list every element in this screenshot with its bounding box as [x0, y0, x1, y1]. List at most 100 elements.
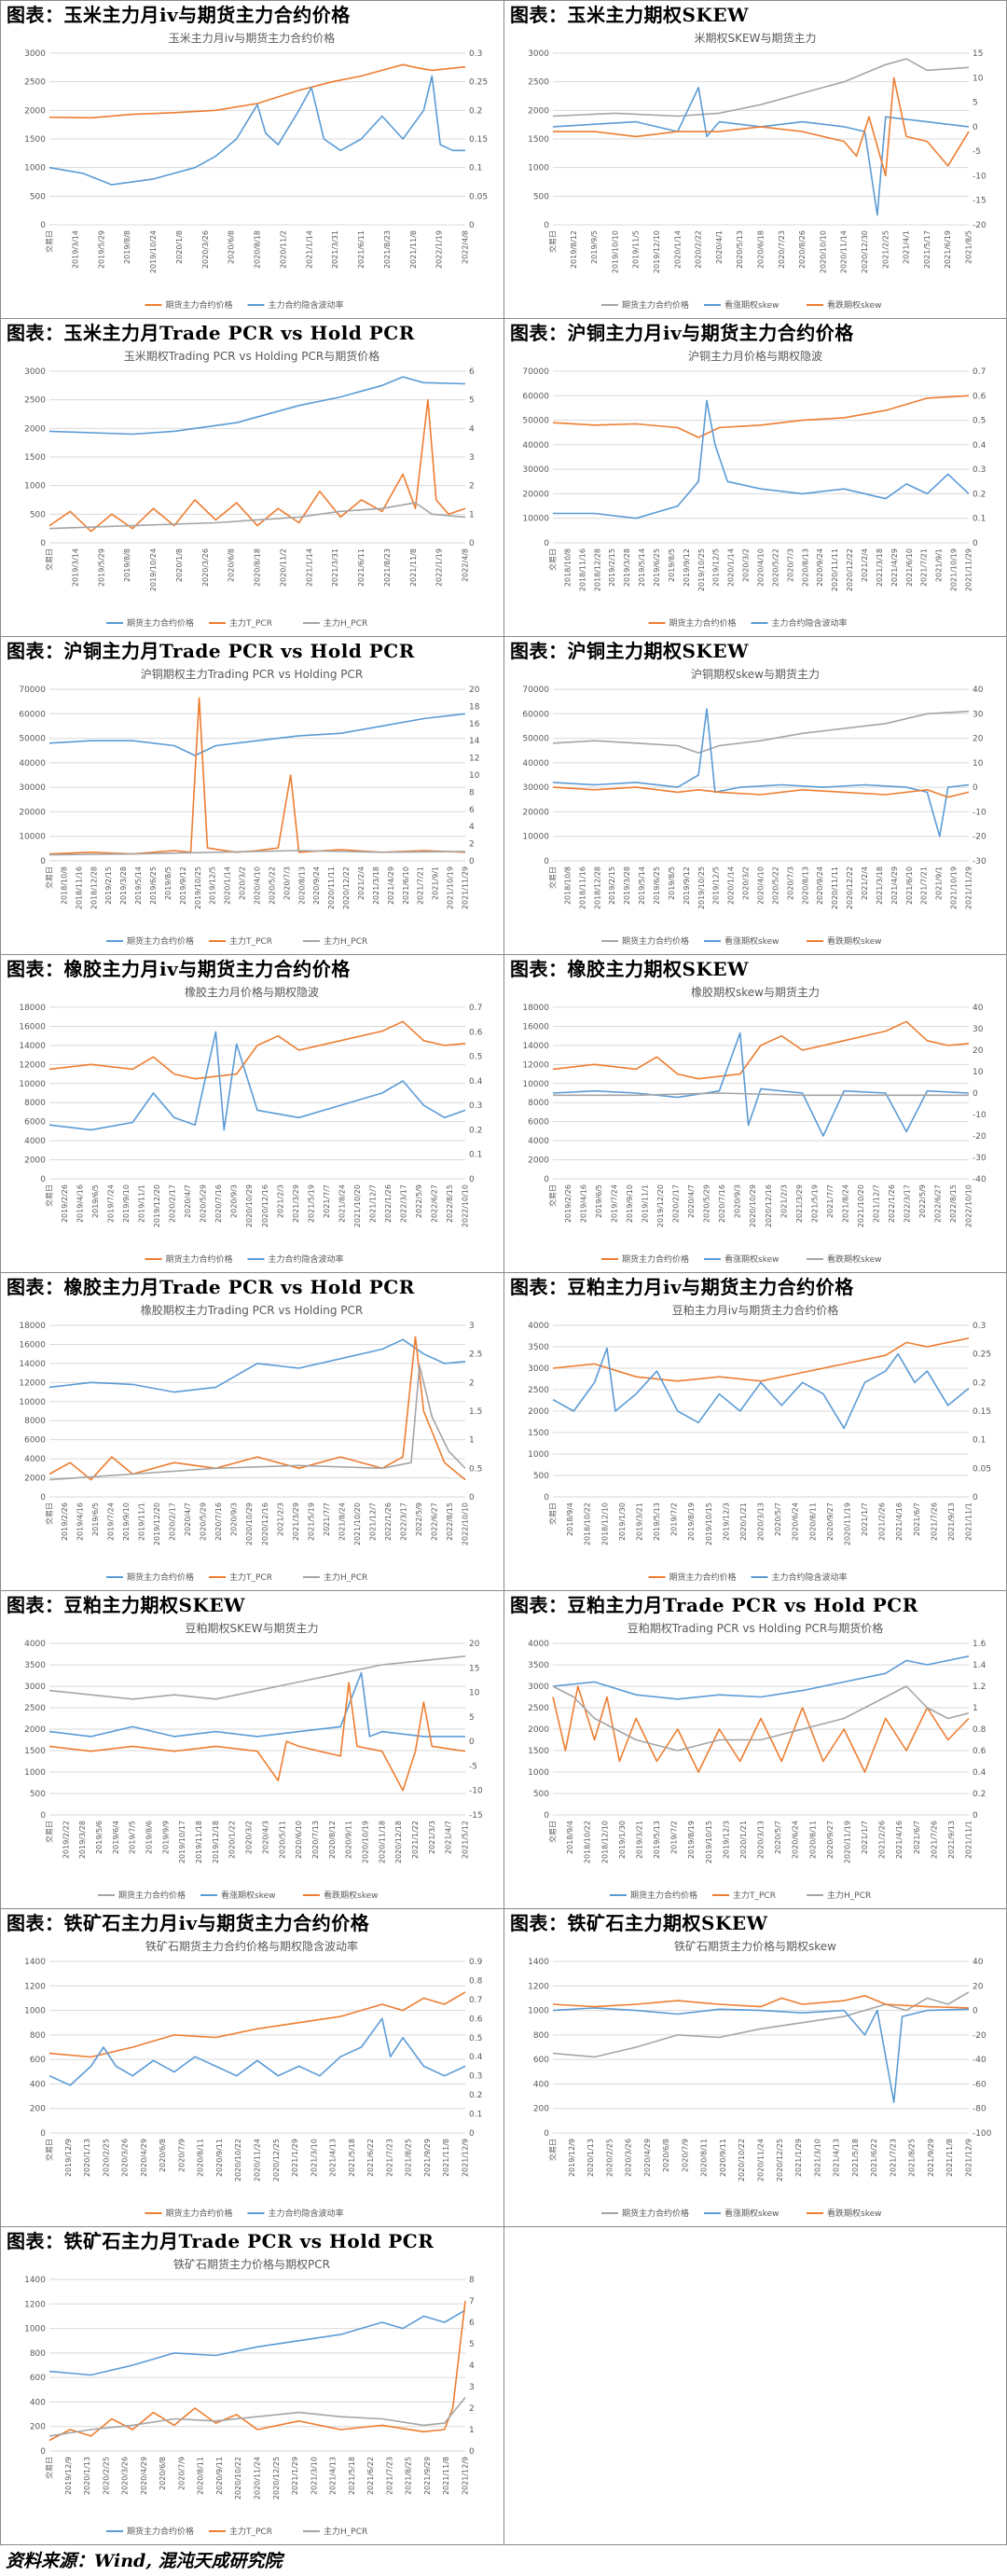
- series-line: [48, 1671, 465, 1738]
- x-tick-label: 2019/11/1: [138, 1503, 146, 1541]
- right-tick-label: 0.5: [469, 1053, 482, 1062]
- right-tick-label: 40: [973, 686, 984, 695]
- left-tick-label: 10000: [19, 833, 46, 842]
- right-tick-label: -60: [973, 2080, 986, 2089]
- left-tick-label: 500: [30, 192, 46, 201]
- x-tick-label: 2021/4/13: [329, 2139, 338, 2177]
- x-tick-label: 2021/2/26: [878, 1503, 887, 1541]
- right-tick-label: 30: [973, 1025, 984, 1034]
- x-tick-label: 2020/9/27: [826, 1821, 835, 1859]
- right-tick-label: 6: [469, 806, 475, 815]
- right-tick-label: 2.5: [469, 1350, 482, 1360]
- right-tick-label: 0.7: [469, 1996, 482, 2005]
- left-tick-label: 30000: [19, 783, 46, 793]
- right-tick-label: 0.2: [469, 1126, 482, 1135]
- left-tick-label: 50000: [522, 735, 549, 744]
- x-tick-label: 2022/4/8: [462, 548, 470, 582]
- x-tick-label: 2021/8/25: [405, 2139, 413, 2177]
- x-tick-label: 2021/5/19: [810, 1184, 819, 1223]
- right-tick-label: 0.5: [469, 2034, 482, 2043]
- x-tick-label: 2019/12/9: [568, 2139, 576, 2177]
- x-tick-label: 2019/9/12: [683, 548, 691, 587]
- x-tick-label: 2020/2/25: [102, 2139, 110, 2177]
- left-tick-label: 16000: [19, 1022, 46, 1032]
- x-tick-label: 2019/10/10: [611, 230, 619, 273]
- right-tick-label: 1.4: [973, 1661, 986, 1670]
- x-tick-label: 2021/2/4: [357, 866, 366, 900]
- x-tick-label: 2019/7/5: [129, 1821, 137, 1854]
- left-tick-label: 1400: [528, 1958, 549, 1967]
- x-tick-label: 2020/11/24: [757, 2139, 766, 2181]
- left-tick-label: 600: [30, 2056, 46, 2065]
- left-tick-label: 60000: [19, 710, 46, 719]
- right-tick-label: 0: [469, 221, 475, 230]
- legend-label: 主力H_PCR: [324, 935, 367, 947]
- x-tick-label: 2020/7/3: [786, 548, 794, 582]
- x-tick-label: 2020/10/22: [738, 2139, 746, 2181]
- right-tick-label: 1.6: [973, 1640, 986, 1649]
- x-tick-label: 2019/12/10: [653, 230, 661, 273]
- x-tick-label: 2021/2/26: [878, 1821, 887, 1859]
- x-tick-label: 2019/4/16: [76, 1503, 85, 1541]
- left-tick-label: 50000: [522, 417, 549, 426]
- left-tick-label: 600: [30, 2374, 46, 2383]
- left-tick-label: 400: [30, 2080, 46, 2089]
- x-tick-label: 2021/7/23: [385, 2457, 393, 2495]
- x-tick-label: 2021/6/7: [913, 1503, 921, 1536]
- left-tick-label: 2000: [528, 1156, 549, 1166]
- left-tick-label: 10000: [522, 833, 549, 842]
- x-tick-label: 2021/4/29: [387, 866, 395, 905]
- chart-title: 铁矿石期货主力价格与期权skew: [674, 1939, 836, 1953]
- left-tick-label: 30000: [522, 783, 549, 793]
- chart-title: 橡胶主力月价格与期权隐波: [185, 985, 319, 999]
- x-tick-label: 2021/7/26: [930, 1503, 938, 1541]
- x-tick-label: 2021/9/13: [947, 1503, 956, 1541]
- left-tick-label: 200: [30, 2105, 46, 2114]
- right-tick-label: 8: [469, 2276, 475, 2285]
- left-tick-label: 2500: [24, 1704, 46, 1713]
- right-tick-label: 0.15: [469, 135, 488, 145]
- right-tick-label: 0.4: [469, 1077, 483, 1087]
- x-tick-label: 2021/2/4: [861, 548, 869, 582]
- panel-header: 图表：玉米主力期权SKEW: [510, 4, 750, 26]
- series-line: [48, 1364, 466, 1481]
- x-tick-label: 2019/7/2: [670, 1821, 679, 1854]
- series-line: [552, 1032, 970, 1137]
- x-tick-label: 2019/8/8: [123, 548, 131, 582]
- x-tick-label: 2021/2/25: [881, 230, 890, 269]
- right-tick-label: 2: [469, 840, 475, 850]
- x-tick-label: 2021/1/7: [861, 1503, 869, 1536]
- x-tick-label: 2020/1/8: [175, 548, 184, 582]
- x-tick-label: 2020/8/11: [197, 2457, 205, 2495]
- left-tick-label: 20000: [522, 490, 549, 499]
- x-tick-label: 交易日: [548, 548, 558, 571]
- left-tick-label: 200: [30, 2423, 46, 2432]
- x-tick-label: 2019/12/5: [209, 866, 217, 905]
- x-tick-label: 2021/12/9: [462, 2457, 470, 2495]
- x-tick-label: 2020/3/2: [742, 548, 751, 582]
- right-tick-label: 0.7: [973, 367, 986, 377]
- right-tick-label: 1: [469, 2426, 475, 2435]
- x-tick-label: 2018/12/28: [593, 866, 601, 909]
- left-tick-label: 2500: [24, 78, 46, 88]
- x-tick-label: 2019/10/17: [178, 1821, 186, 1863]
- x-tick-label: 2021/6/19: [944, 230, 952, 269]
- x-tick-label: 2022/6/27: [430, 1184, 438, 1223]
- x-tick-label: 2019/6/5: [91, 1184, 100, 1218]
- x-tick-label: 2020/6/10: [295, 1821, 303, 1859]
- chart-title: 沪铜期权主力Trading PCR vs Holding PCR: [141, 667, 363, 681]
- x-tick-label: 2019/6/5: [595, 1184, 603, 1218]
- x-tick-label: 2020/4/10: [757, 548, 766, 587]
- right-tick-label: 0.4: [973, 1768, 986, 1778]
- x-tick-label: 2019/10/24: [149, 548, 158, 591]
- left-tick-label: 40000: [522, 441, 549, 450]
- x-tick-label: 2019/2/22: [62, 1821, 70, 1859]
- x-tick-label: 交易日: [548, 1821, 558, 1843]
- right-tick-label: 1: [973, 1704, 978, 1713]
- left-tick-label: 2500: [528, 1386, 549, 1395]
- x-tick-label: 2020/6/18: [757, 230, 766, 269]
- series-line: [552, 1685, 970, 1773]
- right-tick-label: 0.05: [973, 1464, 991, 1474]
- x-tick-label: 2020/1/22: [228, 1821, 237, 1859]
